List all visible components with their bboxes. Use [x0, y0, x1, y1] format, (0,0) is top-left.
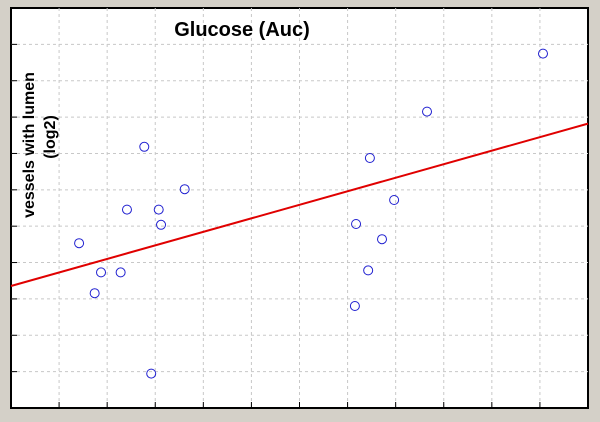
data-point [537, 48, 548, 59]
data-point [179, 184, 190, 195]
axis-ticks [11, 43, 541, 408]
data-point [96, 267, 107, 278]
data-point [153, 204, 164, 215]
data-point [74, 238, 85, 249]
data-point [422, 106, 433, 117]
data-point [115, 267, 126, 278]
data-point [146, 368, 157, 379]
regression-line [10, 122, 589, 287]
data-point [377, 234, 388, 245]
y-axis-label-line-2: (log2) [42, 115, 59, 159]
data-point [349, 301, 360, 311]
data-point [121, 204, 132, 215]
grid-lines [11, 8, 588, 408]
data-point [351, 219, 362, 229]
data-point [364, 153, 375, 163]
data-point [156, 219, 167, 230]
chart-title: Glucose (Auc) [174, 19, 310, 41]
data-point [363, 265, 374, 276]
data-point [89, 288, 100, 299]
data-point [389, 195, 400, 205]
y-axis-label-line-1: vessels with lumen [21, 72, 38, 218]
data-point [139, 141, 150, 152]
data-points [74, 48, 548, 379]
